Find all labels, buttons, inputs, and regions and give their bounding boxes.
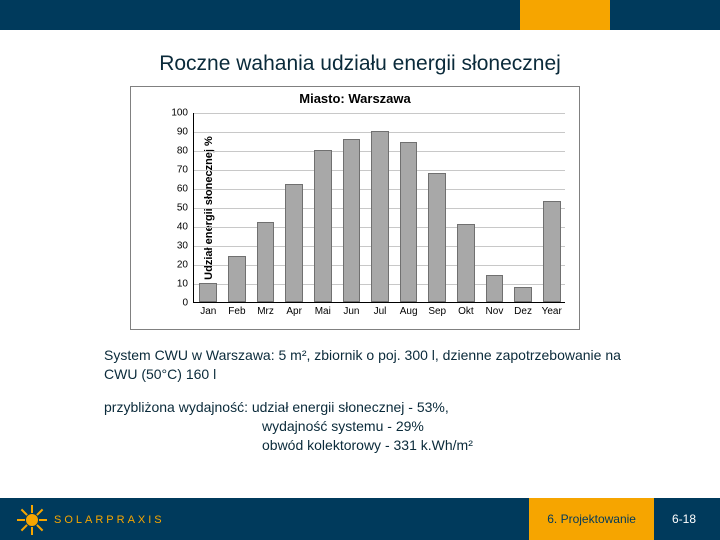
x-tick: Feb xyxy=(228,302,245,317)
bar xyxy=(457,224,475,302)
paragraph-system: System CWU w Warszawa: 5 m², zbiornik o … xyxy=(104,346,624,384)
x-tick: Year xyxy=(542,302,562,317)
footer-page: 6-18 xyxy=(654,498,720,540)
slide-title: Roczne wahania udziału energii słoneczne… xyxy=(0,52,720,76)
x-tick: Jun xyxy=(343,302,359,317)
x-tick: Jan xyxy=(200,302,216,317)
plot-area: 0102030405060708090100JanFebMrzAprMaiJun… xyxy=(193,113,565,303)
bar xyxy=(543,201,561,302)
y-tick: 80 xyxy=(177,146,194,157)
x-tick: Sep xyxy=(428,302,446,317)
perf-line-3: obwód kolektorowy - 331 k.Wh/m² xyxy=(104,436,664,455)
bar xyxy=(343,139,361,302)
perf-line-2: wydajność systemu - 29% xyxy=(104,417,664,436)
x-tick: Dez xyxy=(514,302,532,317)
bar xyxy=(314,150,332,302)
y-tick: 100 xyxy=(171,108,194,119)
plot-inner: 0102030405060708090100JanFebMrzAprMaiJun… xyxy=(193,113,565,303)
footer-bar: SOLARPRAXIS 6. Projektowanie 6-18 xyxy=(0,498,720,540)
logo-text: SOLARPRAXIS xyxy=(54,514,165,526)
logo: SOLARPRAXIS xyxy=(18,506,165,534)
sun-icon xyxy=(18,506,46,534)
y-tick: 20 xyxy=(177,260,194,271)
chart-container: Miasto: Warszawa Udział energii słoneczn… xyxy=(130,86,580,330)
paragraph-performance: przybliżona wydajność: udział energii sł… xyxy=(104,398,664,455)
perf-line-1: przybliżona wydajność: udział energii sł… xyxy=(104,399,449,415)
footer-section: 6. Projektowanie xyxy=(529,498,654,540)
x-tick: Mai xyxy=(315,302,331,317)
chart-title: Miasto: Warszawa xyxy=(131,91,579,106)
x-tick: Nov xyxy=(486,302,504,317)
bar xyxy=(428,173,446,302)
y-tick: 70 xyxy=(177,165,194,176)
bar xyxy=(257,222,275,302)
x-tick: Aug xyxy=(400,302,418,317)
bar xyxy=(400,142,418,302)
y-tick: 10 xyxy=(177,279,194,290)
x-tick: Apr xyxy=(286,302,302,317)
y-tick: 90 xyxy=(177,127,194,138)
x-tick: Jul xyxy=(374,302,387,317)
bar xyxy=(514,287,532,302)
bar xyxy=(199,283,217,302)
y-tick: 50 xyxy=(177,203,194,214)
bar xyxy=(486,275,504,302)
y-tick: 60 xyxy=(177,184,194,195)
header-accent xyxy=(520,0,610,30)
x-tick: Mrz xyxy=(257,302,274,317)
gridline xyxy=(194,113,565,114)
y-tick: 0 xyxy=(182,298,194,309)
bar xyxy=(285,184,303,302)
x-tick: Okt xyxy=(458,302,474,317)
header-band xyxy=(0,0,720,30)
bar xyxy=(371,131,389,302)
y-tick: 40 xyxy=(177,222,194,233)
bar xyxy=(228,256,246,302)
y-tick: 30 xyxy=(177,241,194,252)
